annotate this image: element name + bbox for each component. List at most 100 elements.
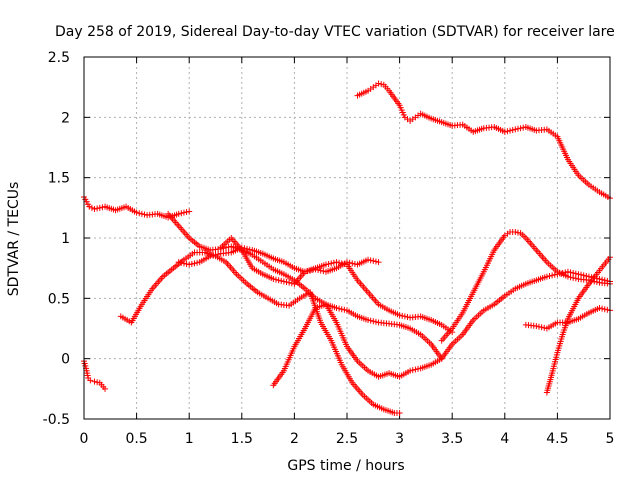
series-sat-g	[270, 268, 613, 389]
data-point	[280, 278, 287, 285]
x-tick-label: 3	[395, 431, 404, 447]
data-point-trace	[514, 229, 521, 236]
y-axis-title: SDTVAR / TECUs	[6, 182, 22, 297]
y-tick-label: 2.5	[48, 50, 70, 66]
data-point-trace	[372, 318, 379, 325]
data-point-trace	[401, 313, 408, 320]
data-point-trace	[549, 272, 556, 279]
data-point	[407, 367, 414, 374]
data-point-trace	[507, 127, 514, 134]
y-tick-label: 1	[61, 231, 70, 247]
data-point-trace	[378, 81, 385, 88]
data-point-trace	[336, 259, 343, 266]
data-point-trace	[88, 204, 95, 211]
data-point-trace	[138, 210, 145, 217]
data-point-trace	[409, 367, 416, 374]
series-sat-a	[354, 80, 613, 202]
data-point	[86, 203, 93, 210]
data-point	[365, 317, 372, 324]
data-point-trace	[572, 275, 579, 282]
data-point-trace	[94, 379, 101, 386]
data-point	[87, 377, 94, 384]
x-tick-label: 3.5	[441, 431, 463, 447]
data-point-trace	[328, 260, 335, 267]
data-point-trace	[178, 210, 185, 217]
series-sat-i	[522, 304, 613, 332]
data-point-trace	[412, 366, 419, 373]
data-point-trace	[546, 273, 553, 280]
data-point	[102, 385, 109, 392]
data-point	[564, 273, 571, 280]
series-sat-f	[217, 235, 456, 336]
chart-title: Day 258 of 2019, Sidereal Day-to-day VTE…	[55, 24, 615, 40]
x-tick-label: 2	[290, 431, 299, 447]
data-point	[375, 80, 382, 87]
data-point-trace	[341, 260, 348, 267]
data-point-trace	[372, 258, 379, 265]
data-point	[175, 259, 182, 266]
data-point-trace	[325, 260, 332, 267]
data-point-trace	[567, 274, 574, 281]
y-tick-label: -0.5	[43, 412, 70, 428]
grid	[84, 57, 610, 419]
data-point	[333, 304, 340, 311]
data-point-trace	[183, 260, 190, 267]
data-point	[375, 259, 382, 266]
data-point-trace	[338, 306, 345, 313]
data-point-trace	[286, 279, 293, 286]
y-tick-label: 0.5	[48, 291, 70, 307]
data-point-trace	[136, 210, 143, 217]
data-point-trace	[212, 251, 219, 258]
x-tick-label: 4	[500, 431, 509, 447]
data-point	[512, 228, 519, 235]
data-point-trace	[601, 306, 608, 313]
data-point-trace	[370, 257, 377, 264]
data-point-trace	[514, 125, 521, 132]
data-point-trace	[272, 276, 279, 283]
data-point-trace	[399, 312, 406, 319]
data-point-trace	[367, 257, 374, 264]
series-sat-h	[438, 228, 613, 344]
data-point-trace	[209, 252, 216, 259]
data-point-trace	[180, 209, 187, 216]
data-point	[396, 312, 403, 319]
data-point-trace	[178, 259, 185, 266]
data-point	[91, 378, 98, 385]
data-point-trace	[604, 306, 611, 313]
data-point	[186, 208, 193, 215]
data-point-trace	[535, 323, 542, 330]
data-point-trace	[338, 260, 345, 267]
x-tick-label: 0	[80, 431, 89, 447]
x-axis-title: GPS time / hours	[287, 458, 404, 474]
data-point	[133, 209, 140, 216]
data-point-trace	[244, 245, 251, 252]
data-point-trace	[370, 318, 377, 325]
data-point	[322, 261, 329, 268]
data-point	[501, 128, 508, 135]
data-point	[365, 256, 372, 263]
y-axis-ticks: -0.5 0 0.5 1 1.5 2 2.5	[43, 50, 610, 428]
data-point	[186, 261, 193, 268]
x-tick-label: 2.5	[336, 431, 358, 447]
data-point-trace	[96, 204, 103, 211]
data-point-trace	[246, 246, 253, 253]
data-point	[207, 253, 214, 260]
data-point-trace	[404, 314, 411, 321]
data-point	[596, 304, 603, 311]
y-tick-label: 0	[61, 352, 70, 368]
data-point-trace	[367, 317, 374, 324]
data-point-trace	[194, 259, 201, 266]
data-point-trace	[570, 274, 577, 281]
data-point-trace	[593, 279, 600, 286]
x-tick-label: 5	[606, 431, 615, 447]
plot-frame	[83, 56, 611, 420]
data-point-trace	[538, 324, 545, 331]
data-point-trace	[330, 259, 337, 266]
series-sat-d	[117, 249, 403, 416]
x-tick-label: 4.5	[546, 431, 568, 447]
x-tick-label: 1.5	[231, 431, 253, 447]
data-point-trace	[509, 127, 516, 134]
data-point-trace	[278, 277, 285, 284]
